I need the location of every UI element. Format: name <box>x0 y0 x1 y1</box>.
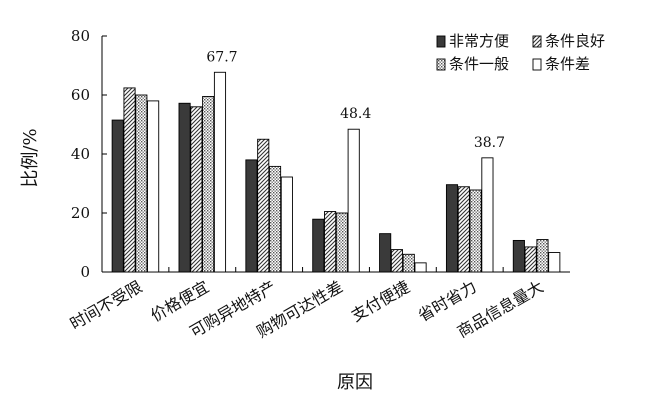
bar-2-1 <box>257 138 270 273</box>
bar-3-1 <box>324 211 337 273</box>
bar-3-0 <box>312 218 325 273</box>
data-label-1: 48.4 <box>340 106 371 122</box>
x-tick-4: 支付便捷 <box>348 277 413 325</box>
legend-label-0: 非常方便 <box>449 32 509 50</box>
bar-0-1 <box>123 87 136 273</box>
bar-3-3 <box>347 128 360 273</box>
legend-label-1: 条件良好 <box>545 32 605 50</box>
legend-swatch-3 <box>532 58 542 71</box>
y-tick-3: 60 <box>71 86 90 104</box>
bar-1-0 <box>178 102 191 273</box>
bar-6-0 <box>512 239 525 273</box>
bar-1-3 <box>213 71 227 273</box>
bar-4-3 <box>414 262 427 273</box>
legend-swatch-2 <box>436 58 446 71</box>
bar-5-0 <box>445 184 459 273</box>
bar-1-1 <box>190 106 203 273</box>
bar-4-1 <box>390 249 404 273</box>
bar-4-2 <box>402 253 415 273</box>
bar-6-3 <box>548 252 561 273</box>
bar-1-2 <box>202 96 215 273</box>
data-label-2: 38.7 <box>474 135 505 151</box>
y-tick-4: 80 <box>71 27 90 45</box>
bar-5-1 <box>457 186 470 273</box>
x-axis-title: 原因 <box>337 372 373 393</box>
y-axis-title: 比例/% <box>20 128 41 187</box>
bar-5-2 <box>469 189 482 273</box>
bar-2-2 <box>268 165 282 273</box>
bar-6-1 <box>524 246 537 273</box>
x-tick-0: 时间不受限 <box>67 277 146 333</box>
bar-0-2 <box>135 94 148 273</box>
bar-3-2 <box>335 212 348 273</box>
legend-label-3: 条件差 <box>545 55 590 73</box>
y-tick-0: 0 <box>80 263 90 281</box>
y-tick-labels: 0 20 40 60 80 <box>71 27 90 281</box>
bar-2-3 <box>280 176 293 273</box>
y-tick-1: 20 <box>71 204 90 222</box>
bars <box>111 71 561 273</box>
bar-6-2 <box>536 239 549 273</box>
legend-swatch-1 <box>532 35 542 48</box>
bar-0-3 <box>147 100 160 273</box>
legend-label-2: 条件一般 <box>449 55 509 73</box>
bar-5-3 <box>481 157 494 273</box>
bar-4-0 <box>379 233 392 273</box>
bar-0-0 <box>111 119 124 273</box>
data-label-0: 67.7 <box>206 49 237 65</box>
legend-swatch-0 <box>436 35 446 48</box>
bar-2-0 <box>245 159 258 273</box>
data-labels: 67.7 48.4 38.7 <box>206 49 505 151</box>
y-tick-2: 40 <box>71 145 90 163</box>
